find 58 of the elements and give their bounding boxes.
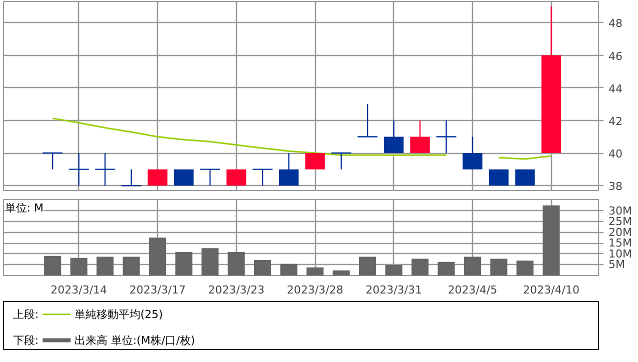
- candlestick: [356, 104, 378, 138]
- y-tick-label: 42: [608, 114, 622, 128]
- bar: [359, 256, 376, 276]
- bar: [122, 256, 140, 276]
- candlestick: [199, 168, 221, 186]
- bar: [96, 256, 114, 276]
- x-tick-label: 2023/3/31: [366, 284, 422, 296]
- annotation: 単位: M: [4, 202, 44, 214]
- x-tick-label: 2023/3/28: [286, 284, 344, 296]
- bar: [411, 258, 429, 276]
- text: 下段:: [12, 334, 39, 347]
- y-tick-label: 15M: [608, 236, 632, 250]
- y-tick-label: 40: [608, 148, 622, 161]
- candlestick: [384, 120, 404, 154]
- x-tick-label: 2023/3/17: [129, 284, 186, 296]
- bar: [175, 252, 192, 276]
- legend-label: 出来高 単位:(M株/口/枚): [74, 334, 196, 347]
- y-tick-label: 48: [608, 17, 622, 30]
- y-tick-label: 38: [608, 180, 622, 194]
- candlestick: [42, 152, 64, 170]
- x-tick-label: 2023/3/14: [50, 284, 108, 296]
- bar: [542, 205, 560, 276]
- bar: [438, 262, 455, 276]
- bar: [70, 258, 88, 276]
- candlestick: [410, 120, 430, 154]
- candlestick: [278, 152, 299, 186]
- candlestick: [68, 152, 90, 186]
- bar: [516, 260, 534, 276]
- bar: [385, 264, 402, 276]
- legend-label: 単純移動平均(25): [74, 308, 163, 321]
- candlestick: [305, 152, 325, 170]
- bar: [44, 256, 62, 276]
- x-tick-label: 2023/4/5: [448, 284, 498, 296]
- y-tick-label: 10M: [608, 247, 632, 260]
- y-tick-label: 46: [608, 50, 622, 63]
- bar: [464, 256, 482, 276]
- candlestick: [252, 168, 274, 186]
- bar: [490, 258, 508, 276]
- bar: [149, 238, 166, 276]
- candlestick: [462, 136, 482, 170]
- y-tick-label: 25M: [608, 215, 632, 228]
- y-tick-label: 30M: [608, 204, 632, 218]
- bar: [228, 252, 245, 276]
- text: 上段:: [12, 308, 39, 321]
- bar: [332, 270, 350, 276]
- candlestick: [330, 152, 352, 170]
- bar: [202, 248, 219, 276]
- y-tick-label: 44: [608, 82, 622, 96]
- x-tick-label: 2023/4/10: [523, 284, 580, 296]
- y-tick-label: 20M: [608, 226, 632, 239]
- x-tick-label: 2023/3/23: [208, 284, 265, 296]
- y-tick-label: 5M: [608, 258, 625, 272]
- candlestick: [94, 152, 116, 186]
- bar: [306, 267, 324, 276]
- candlestick: [436, 120, 457, 154]
- bar: [254, 260, 272, 276]
- candlestick: [120, 168, 142, 186]
- bar: [280, 264, 298, 276]
